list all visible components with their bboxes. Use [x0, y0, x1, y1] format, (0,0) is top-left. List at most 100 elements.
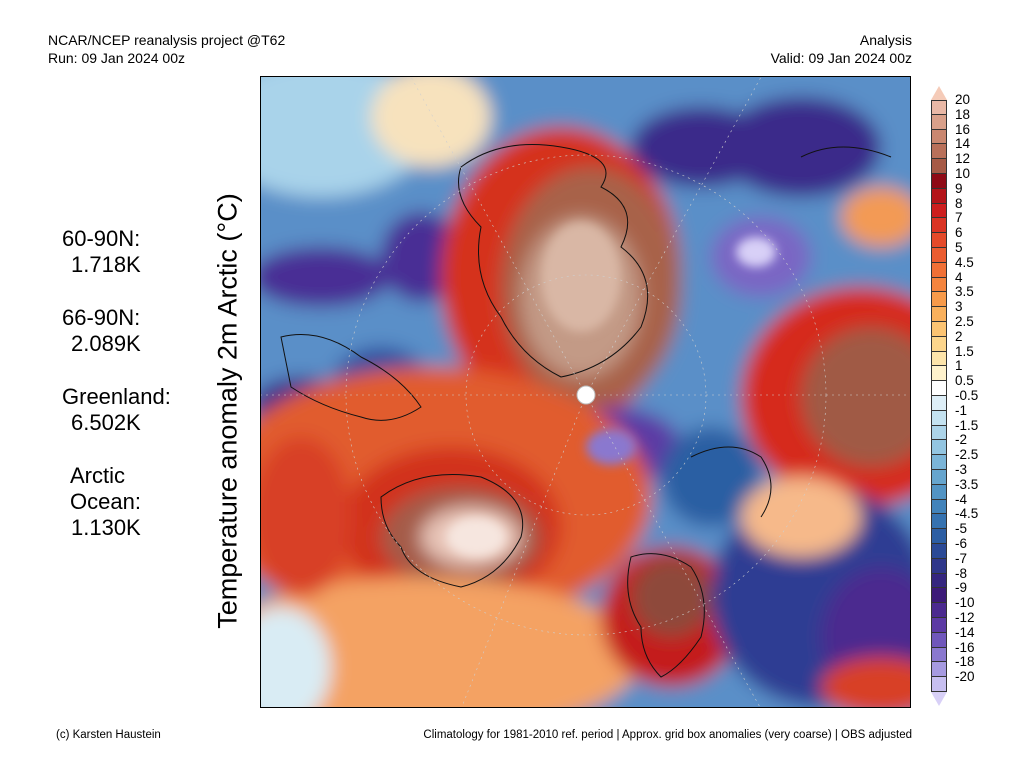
- colorbar-label: 2.5: [955, 314, 974, 329]
- colorbar-label: 1: [955, 358, 963, 374]
- model-title: NCAR/NCEP reanalysis project @T62: [48, 32, 286, 48]
- colorbar-label: 5: [955, 240, 963, 255]
- colorbar-label: 10: [955, 166, 971, 181]
- colorbar-label: -4: [955, 491, 968, 507]
- footnote: Climatology for 1981-2010 ref. period | …: [423, 729, 912, 741]
- colorbar-cell: [931, 188, 947, 204]
- run-time: Run: 09 Jan 2024 00z: [48, 50, 185, 66]
- colorbar-cell: [931, 159, 947, 174]
- colorbar-cell: [931, 262, 947, 278]
- colorbar-label: -5: [955, 521, 968, 537]
- colorbar-cell: [931, 129, 947, 145]
- valid-time: Valid: 09 Jan 2024 00z: [770, 50, 912, 66]
- colorbar-cell: [931, 277, 947, 293]
- colorbar-label: 12: [955, 151, 971, 167]
- colorbar-cell: [931, 484, 947, 500]
- colorbar-cell: [931, 144, 947, 160]
- stat-region: Greenland:: [62, 384, 171, 409]
- colorbar-cell: [931, 603, 947, 618]
- colorbar-label: -2: [955, 432, 968, 448]
- colorbar-label: -14: [955, 624, 975, 640]
- colorbar-label: -4.5: [955, 506, 979, 522]
- stat-60-90n: 60-90N: 1.718K: [62, 226, 180, 278]
- colorbar-label: -1.5: [955, 417, 979, 433]
- anomaly-map: [260, 76, 911, 708]
- colorbar-label: -6: [955, 536, 968, 551]
- colorbar-label: -3: [955, 462, 968, 477]
- colorbar-cell: [931, 218, 947, 234]
- colorbar-top-arrow: [931, 86, 947, 100]
- graticule: [261, 77, 910, 707]
- colorbar-cell: [931, 632, 947, 648]
- vertical-title: Temperature anomaly 2m Arctic (°C): [212, 193, 243, 629]
- colorbar-label: 0.5: [955, 373, 974, 389]
- colorbar-cell: [931, 410, 947, 426]
- colorbar-cell: [931, 647, 947, 663]
- colorbar-label: -18: [955, 654, 975, 670]
- stat-value: 6.502K: [71, 410, 141, 435]
- colorbar-cell: [931, 470, 947, 485]
- colorbar-cell: [931, 677, 947, 692]
- colorbar-cell: [931, 292, 947, 308]
- colorbar-cell: [931, 440, 947, 456]
- anomaly-map-canvas: [261, 77, 910, 707]
- colorbar-label: -2.5: [955, 447, 979, 463]
- colorbar-label: 1.5: [955, 343, 974, 359]
- colorbar-label: -9: [955, 580, 968, 596]
- coastlines: [280, 144, 892, 678]
- header-right: Analysis Valid: 09 Jan 2024 00z: [771, 31, 912, 67]
- colorbar-label: 18: [955, 106, 971, 122]
- colorbar-label: 3.5: [955, 284, 974, 300]
- colorbar-cell: [931, 322, 947, 337]
- colorbar-label: 9: [955, 180, 963, 196]
- colorbar-cell: [931, 366, 947, 382]
- stat-66-90n: 66-90N: 2.089K: [62, 305, 180, 357]
- regional-stats: 60-90N: 1.718K 66-90N: 2.089K Greenland:…: [62, 226, 180, 568]
- analysis-label: Analysis: [859, 32, 912, 48]
- colorbar-cell: [931, 588, 947, 604]
- colorbar-cell: [931, 351, 947, 367]
- colorbar-cell: [931, 425, 947, 441]
- colorbar-cell: [931, 529, 947, 544]
- colorbar-label: -7: [955, 550, 968, 566]
- stat-arctic-ocean: Arctic Ocean: 1.130K: [62, 463, 180, 541]
- colorbar-cell: [931, 499, 947, 515]
- colorbar-cell: [931, 174, 947, 189]
- colorbar-cell: [931, 544, 947, 559]
- colorbar-label: 14: [955, 136, 971, 152]
- stat-region: Arctic Ocean:: [70, 463, 141, 514]
- north-pole-marker: [576, 385, 596, 405]
- colorbar-cell: [931, 573, 947, 589]
- colorbar-cell: [931, 662, 947, 678]
- stat-region: 60-90N:: [62, 226, 141, 251]
- colorbar-label: 16: [955, 121, 971, 137]
- colorbar-cell: [931, 558, 947, 574]
- credit: (c) Karsten Haustein: [56, 729, 161, 741]
- colorbar-label: -8: [955, 565, 968, 581]
- colorbar-cell: [931, 248, 947, 263]
- colorbar-cell: [931, 618, 947, 633]
- colorbar-cell: [931, 114, 947, 130]
- colorbar-cell: [931, 396, 947, 411]
- colorbar-label: 8: [955, 195, 963, 211]
- colorbar-label: 3: [955, 299, 963, 315]
- colorbar-label: 4.5: [955, 254, 974, 270]
- colorbar-cell: [931, 203, 947, 219]
- colorbar-cell: [931, 233, 947, 248]
- colorbar-label: 7: [955, 210, 963, 226]
- stat-greenland: Greenland: 6.502K: [62, 384, 180, 436]
- colorbar-label: 4: [955, 269, 963, 285]
- colorbar-label: 6: [955, 225, 963, 241]
- anomaly-field-detail: [446, 222, 776, 557]
- colorbar-bottom-arrow: [931, 692, 947, 706]
- colorbar-label: -16: [955, 639, 975, 655]
- colorbar-cell: [931, 307, 947, 322]
- stat-value: 1.718K: [71, 252, 141, 277]
- colorbar-cell: [931, 455, 947, 470]
- colorbar-label: -1: [955, 402, 968, 418]
- colorbar-label: 2: [955, 328, 963, 344]
- stat-value: 1.130K: [71, 515, 141, 540]
- colorbar-label: -0.5: [955, 388, 979, 403]
- stat-value: 2.089K: [71, 331, 141, 356]
- stat-region: 66-90N:: [62, 305, 141, 330]
